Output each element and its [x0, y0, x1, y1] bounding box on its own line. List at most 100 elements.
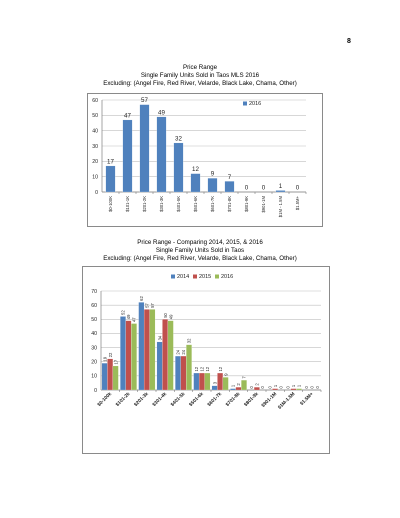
chart1-ytick-0: 0	[95, 190, 98, 196]
chart2-frame: 0 10 20 30 40 50 60 70 19 22 17 $0-100k 52 49 47 $101-2…	[82, 266, 330, 454]
chart2-plot: 010203040506070192217$0-100k524947$101-2…	[91, 274, 322, 411]
chart1-data-label-2016-0: 17	[107, 158, 114, 165]
chart2-data-label-2015-1: 49	[126, 314, 131, 319]
chart2-data-label-2014-5: 12	[194, 366, 199, 371]
chart1-ytick-20: 20	[92, 159, 98, 165]
chart2-bar-2016-2	[149, 309, 156, 391]
chart2-data-label-2015-11: 0	[309, 386, 314, 389]
chart1-bar-2016-0	[105, 165, 116, 193]
chart1-category-label-1: $101-1K	[125, 196, 130, 212]
chart2-data-label-2016-3: 49	[168, 314, 173, 319]
chart2-bar-2016-5	[204, 372, 211, 391]
chart1-data-label-2016-5: 12	[192, 166, 199, 173]
chart1-data-label-2016-2: 57	[141, 97, 148, 104]
chart2-data-label-2014-4: 24	[176, 349, 181, 354]
chart2-title-block: Price Range - Comparing 2014, 2015, & 20…	[0, 239, 400, 263]
chart2-bar-2014-4	[175, 355, 181, 391]
chart2-bar-2015-9	[272, 388, 279, 391]
chart2-data-label-2014-9: 0	[267, 386, 272, 389]
chart1-category-label-8: $801-9K	[244, 196, 249, 212]
chart2-bar-2015-7	[235, 387, 242, 391]
chart2-data-label-2015-6: 12	[218, 366, 223, 371]
chart1-ytick-60: 60	[92, 98, 98, 104]
chart2-bar-2015-3	[162, 319, 169, 391]
chart1-bar-2016-3	[156, 116, 167, 193]
chart2-ytick-0: 0	[94, 388, 97, 394]
chart2-subtitle: Single Family Units Sold in Taos	[155, 247, 245, 254]
page-number: 8	[347, 38, 351, 45]
chart2-category-label-8: $801-9k	[243, 391, 260, 408]
chart2-bar-2015-0	[107, 358, 114, 391]
chart2-bar-2015-8	[253, 387, 260, 391]
chart1-bar-2016-6	[207, 178, 218, 193]
chart1-ytick-30: 30	[92, 144, 98, 150]
chart2-data-label-2015-0: 22	[108, 352, 113, 357]
chart1-plot: 010203040506017$0-100K47$101-1K57$201-2K…	[92, 97, 307, 217]
chart2-category-label-11: $1.5M+	[299, 391, 315, 407]
chart2-data-label-2014-7: 1	[231, 384, 236, 387]
chart2-data-label-2014-0: 19	[102, 356, 107, 361]
chart1-data-label-2016-9: 0	[262, 185, 266, 192]
chart2-legend-swatch-2015	[193, 274, 197, 279]
chart2-category-label-0: $0-100k	[96, 391, 113, 408]
chart1-title-block: Price Range Single Family Units Sold in …	[0, 64, 400, 88]
chart1-data-label-2016-7: 7	[228, 174, 232, 181]
chart2-data-label-2016-0: 17	[113, 359, 118, 364]
chart1-subtitle: Single Family Units Sold in Taos MLS 201…	[140, 72, 260, 79]
chart2-bar-2016-0	[112, 365, 119, 391]
chart2-data-label-2014-1: 52	[121, 310, 126, 315]
chart2-data-label-2014-6: 3	[212, 381, 217, 384]
chart2-category-label-4: $401-5k	[170, 391, 187, 408]
chart2-data-label-2016-8: 0	[260, 386, 265, 389]
chart1-bar-2016-7	[224, 181, 235, 193]
chart1-subtitle2: Excluding: (Angel Fire, Red River, Velar…	[103, 80, 297, 87]
chart1-data-label-2016-8: 0	[245, 185, 249, 192]
chart2-data-label-2016-2: 57	[150, 303, 155, 308]
chart2-data-label-2014-8: 0	[249, 386, 254, 389]
chart2-category-label-1: $101-2k	[115, 391, 132, 408]
chart1-data-label-2016-6: 9	[211, 171, 215, 178]
chart2-category-label-7: $701-8k	[225, 391, 242, 408]
chart2-ytick-50: 50	[91, 317, 97, 323]
chart2-category-label-9: $901-1M	[260, 391, 278, 409]
chart2-category-label-6: $601-7k	[206, 391, 223, 408]
chart2-bar-2015-10	[290, 388, 297, 391]
chart1-bar-2016-10	[275, 190, 286, 193]
chart1-category-label-0: $0-100K	[108, 196, 113, 212]
chart2-bar-2014-1	[120, 316, 126, 391]
chart2-bar-2016-3	[167, 320, 174, 391]
chart1-category-label-5: $501-6K	[193, 196, 198, 212]
chart1-bar-2016-2	[139, 104, 150, 193]
chart2-bar-2014-2	[138, 302, 145, 391]
chart2-data-label-2016-6: 9	[223, 373, 228, 376]
chart2-category-label-10: $1M-1.5M	[277, 391, 297, 411]
chart1-data-label-2016-1: 47	[124, 112, 131, 119]
chart1-data-label-2016-4: 32	[175, 135, 182, 142]
chart2-ytick-70: 70	[91, 289, 97, 295]
chart1-category-label-6: $601-7K	[210, 196, 215, 212]
chart1-category-label-2: $201-2K	[142, 196, 147, 212]
chart2-ytick-40: 40	[91, 331, 97, 337]
chart2-bar-2016-4	[186, 344, 192, 391]
chart2-bar-2015-1	[125, 320, 132, 391]
chart2-bar-2015-6	[217, 372, 224, 391]
chart1-category-label-9: $901-1M	[261, 195, 266, 212]
chart2-bar-2016-7	[241, 379, 247, 391]
chart2-data-label-2016-11: 0	[315, 386, 320, 389]
chart2-data-label-2016-1: 47	[132, 317, 137, 322]
chart1-bar-2016-4	[173, 142, 184, 193]
chart1-category-label-3: $301-3K	[159, 196, 164, 212]
chart2-bar-2014-3	[156, 341, 163, 391]
chart2-data-label-2015-8: 2	[254, 383, 259, 386]
chart2-bar-2015-5	[198, 372, 205, 391]
chart1-ytick-50: 50	[92, 113, 98, 119]
chart2-data-label-2016-4: 32	[187, 338, 192, 343]
chart1-legend-label-2016: 2016	[249, 101, 261, 107]
chart2-bar-2014-7	[230, 388, 236, 391]
chart2-category-label-2: $201-3k	[133, 391, 150, 408]
chart2-data-label-2015-10: 1	[291, 384, 296, 387]
chart1-ytick-40: 40	[92, 128, 98, 134]
chart1-category-label-7: $701-8K	[227, 196, 232, 212]
chart2-bar-2016-6	[222, 377, 229, 391]
chart2-category-label-5: $501-6k	[188, 391, 205, 408]
